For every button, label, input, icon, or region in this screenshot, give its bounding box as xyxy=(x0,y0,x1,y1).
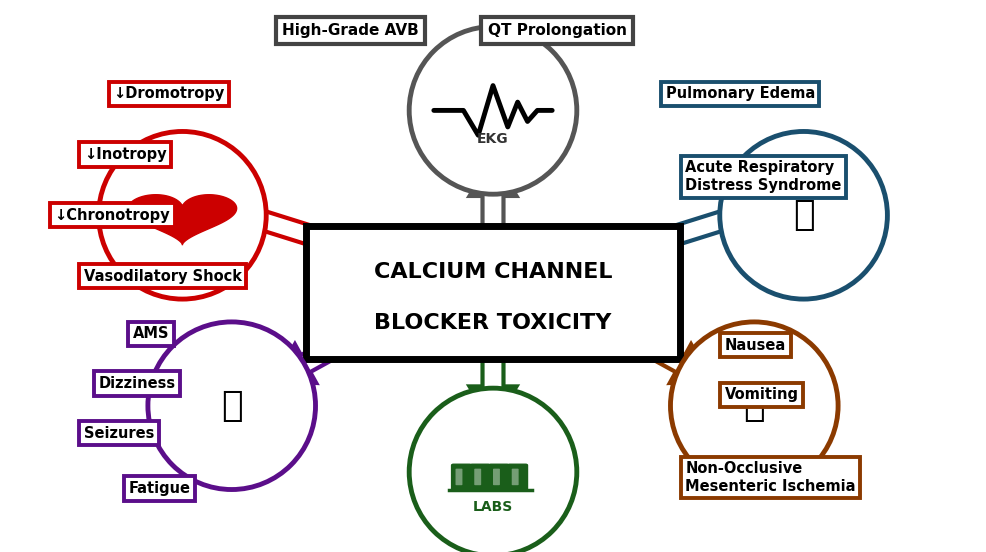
Text: ↓Chronotropy: ↓Chronotropy xyxy=(54,208,170,223)
Ellipse shape xyxy=(148,322,316,490)
Ellipse shape xyxy=(409,388,577,552)
Text: ↓Dromotropy: ↓Dromotropy xyxy=(113,86,225,102)
Text: AMS: AMS xyxy=(133,326,170,342)
FancyBboxPatch shape xyxy=(512,469,519,485)
Ellipse shape xyxy=(670,322,838,490)
Polygon shape xyxy=(274,315,385,383)
FancyBboxPatch shape xyxy=(489,464,509,490)
Text: Fatigue: Fatigue xyxy=(128,481,190,496)
Text: Vasodilatory Shock: Vasodilatory Shock xyxy=(84,268,242,284)
FancyBboxPatch shape xyxy=(456,469,462,485)
Text: High-Grade AVB: High-Grade AVB xyxy=(282,23,418,38)
Ellipse shape xyxy=(99,131,266,299)
FancyBboxPatch shape xyxy=(306,226,680,359)
Text: 🫁: 🫁 xyxy=(793,198,814,232)
Text: 🧠: 🧠 xyxy=(221,389,243,423)
FancyBboxPatch shape xyxy=(470,464,490,490)
Text: CALCIUM CHANNEL: CALCIUM CHANNEL xyxy=(374,262,612,282)
FancyBboxPatch shape xyxy=(508,464,528,490)
Text: EKG: EKG xyxy=(477,132,509,146)
Text: Non-Occlusive
Mesenteric Ischemia: Non-Occlusive Mesenteric Ischemia xyxy=(685,461,856,493)
Polygon shape xyxy=(658,191,784,250)
Text: QT Prolongation: QT Prolongation xyxy=(488,23,626,38)
Polygon shape xyxy=(601,315,712,383)
Text: Dizziness: Dizziness xyxy=(99,376,176,391)
Polygon shape xyxy=(469,359,517,425)
Text: Acute Respiratory
Distress Syndrome: Acute Respiratory Distress Syndrome xyxy=(685,161,842,193)
FancyBboxPatch shape xyxy=(474,469,481,485)
Text: Nausea: Nausea xyxy=(725,337,786,353)
Text: LABS: LABS xyxy=(473,500,513,514)
Polygon shape xyxy=(469,157,517,226)
Text: Pulmonary Edema: Pulmonary Edema xyxy=(666,86,814,102)
Text: Seizures: Seizures xyxy=(84,426,154,441)
Ellipse shape xyxy=(409,26,577,194)
FancyBboxPatch shape xyxy=(452,464,471,490)
Polygon shape xyxy=(128,195,237,245)
FancyBboxPatch shape xyxy=(493,469,500,485)
Text: 🫄: 🫄 xyxy=(743,389,765,423)
Text: ↓Inotropy: ↓Inotropy xyxy=(84,147,167,162)
Text: BLOCKER TOXICITY: BLOCKER TOXICITY xyxy=(375,313,611,333)
Text: Vomiting: Vomiting xyxy=(725,387,799,402)
Ellipse shape xyxy=(720,131,887,299)
Polygon shape xyxy=(202,191,328,250)
